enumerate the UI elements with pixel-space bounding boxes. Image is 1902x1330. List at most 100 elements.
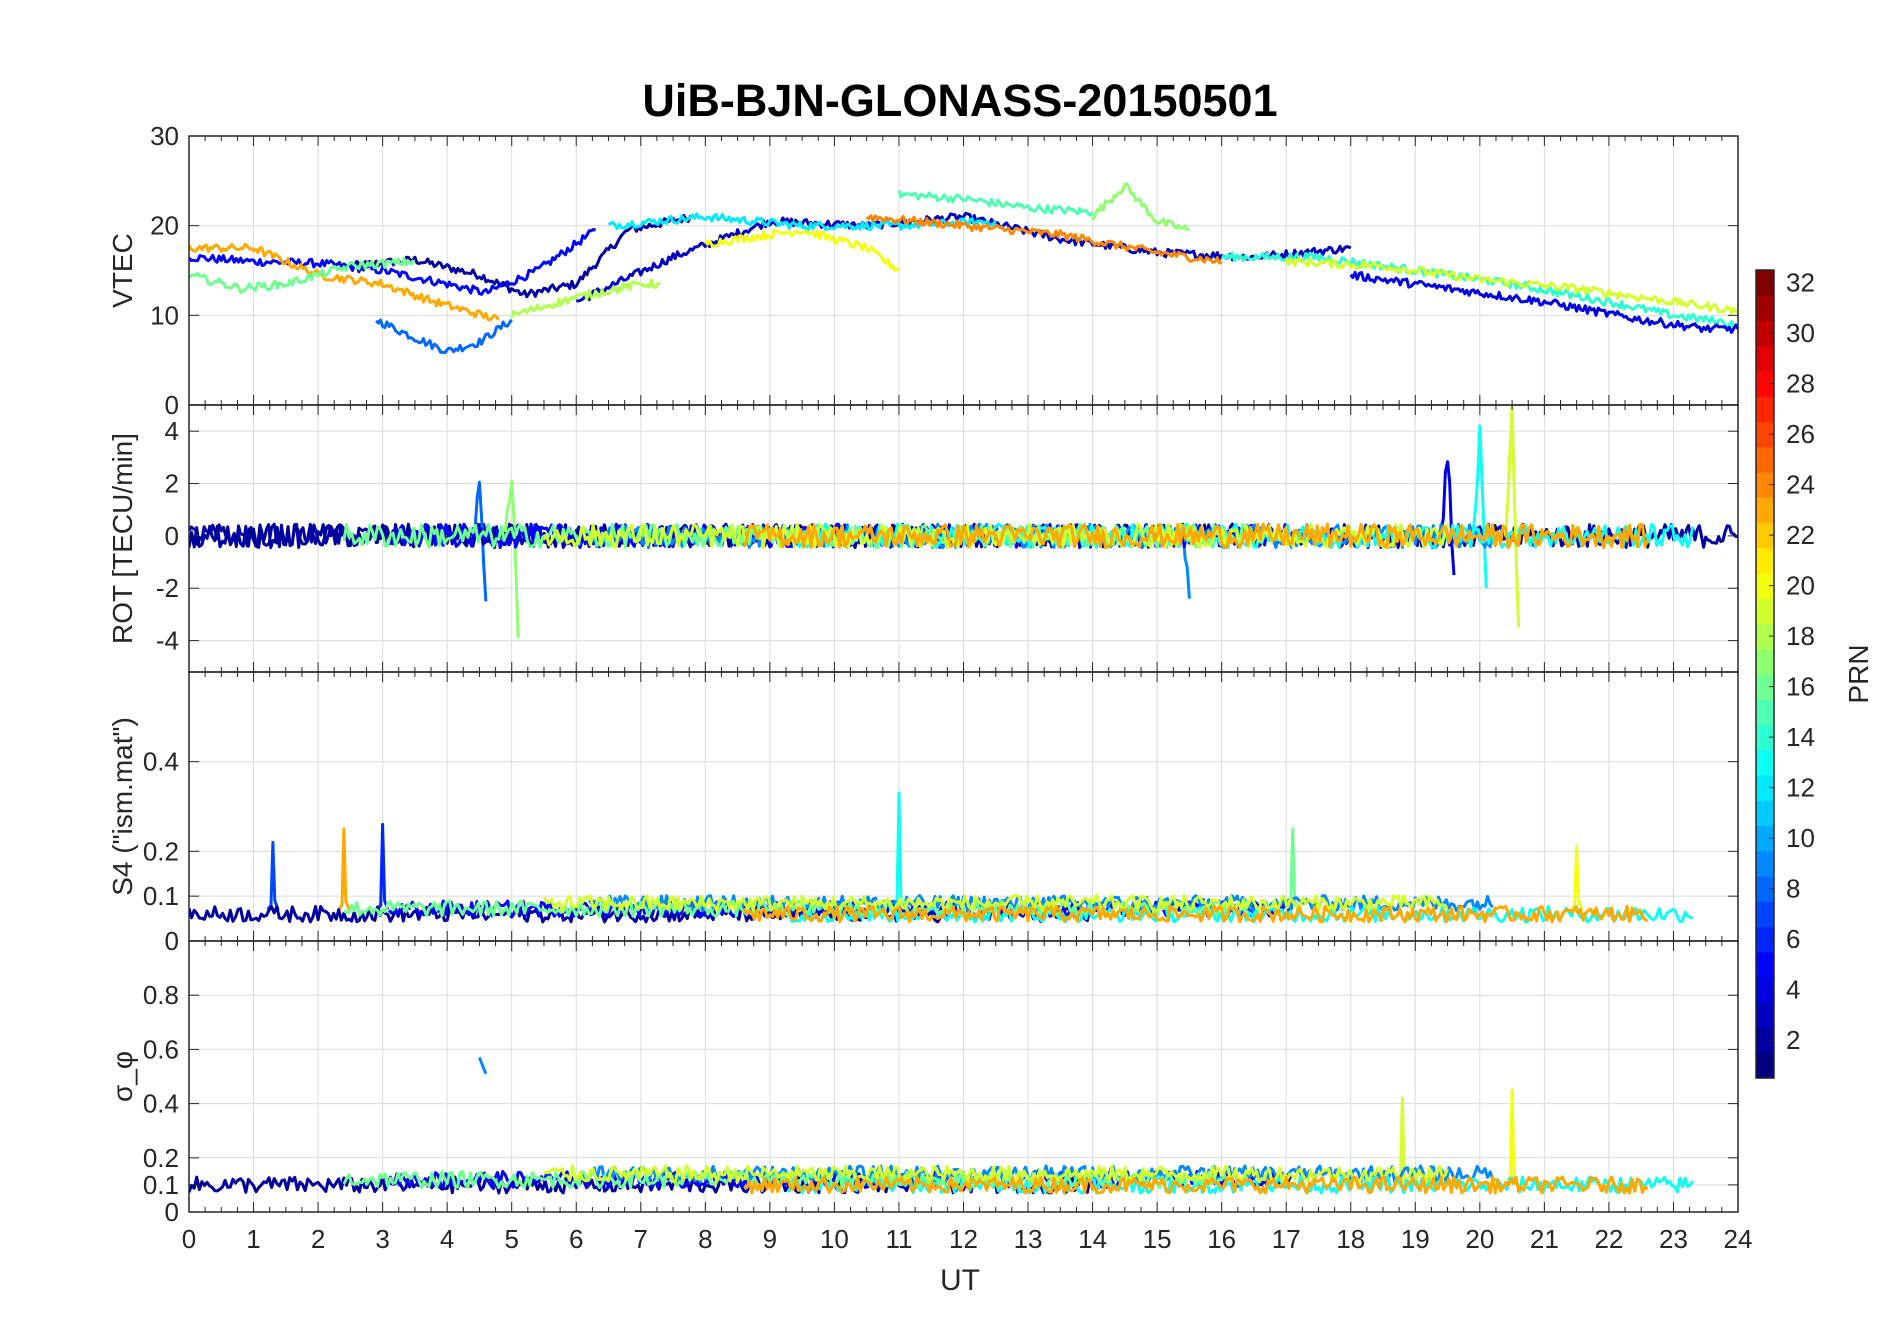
panel-rot: -4 -2 0 2 4 ROT [TECU/min] (107, 404, 1739, 673)
y-tick-label: 0 (165, 390, 179, 420)
x-tick-label: 19 (1401, 1224, 1430, 1254)
colorbar-swatch-prn-23 (1756, 497, 1774, 524)
colorbar-frame (1755, 269, 1775, 1079)
x-tick-label: 9 (763, 1224, 777, 1254)
x-tick-label: 20 (1465, 1224, 1494, 1254)
y-tick-label: 0.4 (143, 1089, 179, 1119)
x-tick-label: 14 (1078, 1224, 1107, 1254)
trace-prn-19 (1504, 405, 1521, 628)
x-tick-label: 4 (440, 1224, 454, 1254)
x-tick-label: 15 (1143, 1224, 1172, 1254)
x-tick-label: 16 (1207, 1224, 1236, 1254)
y-tick-label: 0 (165, 926, 179, 956)
trace-prn-20 (704, 229, 900, 272)
y-tick-label: 0 (165, 521, 179, 551)
colorbar-tick-label: 24 (1786, 470, 1815, 500)
y-tick-label: 10 (150, 300, 179, 330)
x-tick-label: 24 (1724, 1224, 1753, 1254)
x-tick-label: 10 (820, 1224, 849, 1254)
colorbar-swatch-prn-1 (1756, 1052, 1774, 1079)
noise-trace-prn-23 (743, 1175, 1649, 1195)
y-axis-label-s4: S4 ("ism.mat") (107, 717, 138, 896)
traces (189, 791, 1694, 924)
colorbar-label: PRN (1843, 644, 1874, 703)
x-tick-label: 13 (1014, 1224, 1043, 1254)
colorbar-swatch-prn-8 (1756, 876, 1774, 902)
y-tick-label: 0.2 (143, 1143, 179, 1173)
colorbar-swatch-prn-26 (1756, 421, 1774, 448)
trace-prn-4 (1349, 270, 1738, 334)
colorbar-swatch-prn-32 (1756, 270, 1774, 296)
colorbar-swatch-prn-9 (1756, 850, 1774, 877)
colorbar-swatch-prn-15 (1756, 699, 1774, 726)
colorbar-tick-label: 16 (1786, 672, 1815, 702)
colorbar-swatch-prn-4 (1756, 977, 1774, 1003)
noise-trace-prn-23 (742, 904, 1649, 924)
colorbar-swatch-prn-7 (1756, 901, 1774, 928)
trace-prn-23 (189, 242, 500, 322)
colorbar-tick-label: 8 (1786, 874, 1800, 904)
colorbar-tick-label: 30 (1786, 318, 1815, 348)
x-tick-label: 3 (375, 1224, 389, 1254)
panel-s4: 0 0.1 0.2 0.4S4 ("ism.mat") (107, 671, 1739, 956)
trace-prn-24 (865, 214, 1223, 265)
y-tick-label: 0.2 (143, 836, 179, 866)
trace-prn-9 (478, 1056, 488, 1075)
colorbar-swatch-prn-12 (1756, 775, 1774, 801)
colorbar-swatch-prn-20 (1756, 573, 1774, 599)
colorbar-swatch-prn-28 (1756, 371, 1774, 397)
y-tick-label: 0.4 (143, 747, 179, 777)
colorbar-swatch-prn-17 (1756, 648, 1774, 675)
colorbar-tick-label: 4 (1786, 975, 1800, 1005)
trace-prn-6 (376, 822, 390, 911)
y-tick-label: 30 (150, 121, 179, 151)
colorbar-swatch-prn-2 (1756, 1027, 1774, 1054)
y-axis-label-sigma: σ_φ (107, 1051, 138, 1102)
colorbar-swatch-prn-3 (1756, 1002, 1774, 1029)
colorbar-swatch-prn-27 (1756, 396, 1774, 423)
colorbar-swatch-prn-5 (1756, 951, 1774, 978)
trace-prn-17 (503, 480, 520, 639)
colorbar-swatch-prn-21 (1756, 547, 1774, 574)
colorbar-swatch-prn-18 (1756, 623, 1774, 650)
colorbar-tick-label: 10 (1786, 823, 1815, 853)
colorbar-swatch-prn-19 (1756, 598, 1774, 625)
colorbar-tick-label: 32 (1786, 268, 1815, 298)
trace-prn-3 (576, 211, 1352, 303)
colorbar-swatch-prn-6 (1756, 926, 1774, 953)
x-tick-label: 22 (1594, 1224, 1623, 1254)
x-tick-label: 18 (1336, 1224, 1365, 1254)
trace-prn-16 (189, 257, 416, 294)
colorbar-tick-label: 26 (1786, 419, 1815, 449)
x-tick-label: 7 (634, 1224, 648, 1254)
colorbar-tick-label: 22 (1786, 520, 1815, 550)
trace-prn-5 (189, 227, 597, 296)
y-tick-label: 0.8 (143, 980, 179, 1010)
trace-prn-23 (337, 827, 351, 911)
colorbar-tick-label: 6 (1786, 924, 1800, 954)
colorbar-swatch-prn-13 (1756, 749, 1774, 776)
trace-prn-20 (1570, 845, 1584, 911)
traces (189, 1056, 1695, 1195)
x-tick-label: 17 (1272, 1224, 1301, 1254)
colorbar-swatch-prn-16 (1756, 674, 1774, 700)
colorbar-tick-label: 20 (1786, 571, 1815, 601)
y-tick-label: 0.6 (143, 1034, 179, 1064)
y-tick-label: -2 (156, 573, 179, 603)
y-tick-label: 0.1 (143, 881, 179, 911)
noise-trace-prn-19 (542, 894, 1449, 913)
panel-vtec: 0 10 20 30 VTEC (107, 121, 1739, 420)
noise-trace-prn-23 (742, 522, 1650, 550)
traces (189, 405, 1738, 639)
trace-prn-8 (375, 318, 513, 355)
x-tick-label: 8 (698, 1224, 712, 1254)
y-axis-label-vtec: VTEC (107, 233, 138, 308)
x-tick-label: 23 (1659, 1224, 1688, 1254)
y-tick-label: -4 (156, 626, 179, 656)
y-tick-label: 4 (165, 416, 179, 446)
colorbar-swatch-prn-31 (1756, 295, 1774, 322)
x-tick-label: 5 (504, 1224, 518, 1254)
colorbar-tick-label: 18 (1786, 621, 1815, 651)
